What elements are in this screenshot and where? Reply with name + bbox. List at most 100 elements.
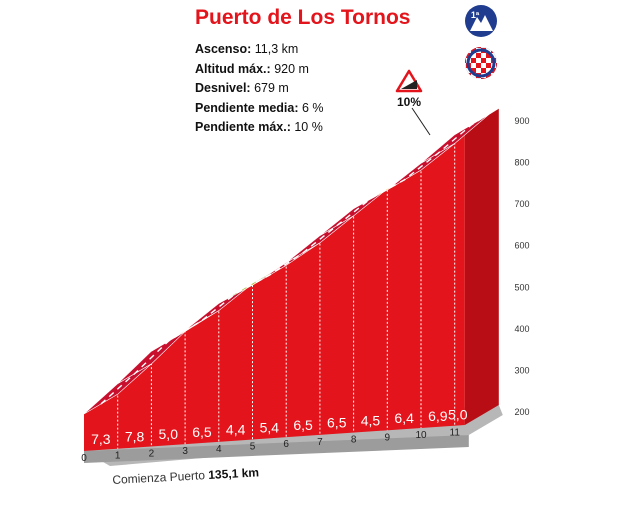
profile-end-cap bbox=[464, 108, 499, 426]
checker-square bbox=[496, 48, 497, 53]
checker-square bbox=[481, 68, 486, 73]
x-tick-label: 0 bbox=[81, 453, 87, 464]
profile-ridge bbox=[83, 108, 499, 415]
stat-max-gradient: Pendiente máx.: 10 % bbox=[195, 118, 324, 138]
checker-square bbox=[496, 68, 497, 73]
checker-square bbox=[486, 47, 491, 48]
climb-title: Puerto de Los Tornos bbox=[195, 6, 411, 29]
checker-square bbox=[491, 53, 496, 58]
stat-elevation-gain: Desnivel: 679 m bbox=[195, 79, 324, 99]
profile-area bbox=[84, 108, 499, 451]
checker-square bbox=[486, 63, 491, 68]
segment-top bbox=[454, 108, 499, 135]
warning-label: 10% bbox=[397, 95, 421, 109]
x-tick-label: 3 bbox=[182, 446, 188, 457]
stat-label: Desnivel: bbox=[195, 81, 251, 95]
ridge-centre-line bbox=[100, 117, 483, 405]
checker-square bbox=[465, 73, 466, 78]
checker-square bbox=[466, 53, 471, 58]
stat-value: 6 % bbox=[301, 100, 324, 115]
base-front bbox=[84, 435, 469, 463]
checker-square bbox=[466, 78, 471, 79]
stat-value: 920 m bbox=[274, 61, 309, 76]
gradient-label: 6,5 bbox=[192, 424, 212, 440]
checker-square bbox=[486, 78, 491, 79]
y-axis: 200 300 400 500 600 700 800 900 bbox=[514, 116, 529, 417]
checker-square bbox=[496, 63, 497, 68]
checker-square bbox=[465, 78, 466, 79]
y-tick-label: 900 bbox=[514, 116, 529, 126]
warning-pointer bbox=[411, 107, 431, 136]
x-tick-label: 7 bbox=[317, 437, 323, 448]
checker-square bbox=[496, 53, 497, 58]
checker-square bbox=[481, 53, 486, 58]
profile-wall bbox=[84, 128, 465, 451]
y-tick-label: 300 bbox=[514, 365, 529, 375]
y-tick-label: 600 bbox=[514, 241, 529, 251]
checker-square bbox=[476, 47, 481, 48]
checker-square bbox=[465, 48, 466, 53]
x-tick-label: 2 bbox=[149, 448, 155, 459]
checker-square bbox=[471, 68, 476, 73]
gradient-label: 6,5 bbox=[327, 415, 347, 431]
y-tick-label: 400 bbox=[514, 324, 529, 334]
mountain-icon: 1ª bbox=[465, 5, 497, 37]
checker-square bbox=[465, 47, 466, 48]
y-tick-label: 800 bbox=[514, 158, 529, 168]
gradient-label: 6,4 bbox=[394, 410, 414, 426]
steep-climb-warning-icon bbox=[395, 69, 423, 93]
checker-square bbox=[465, 68, 466, 73]
stat-ascent: Ascenso: 11,3 km bbox=[195, 40, 324, 60]
climb-stats: Ascenso: 11,3 km Altitud máx.: 920 m Des… bbox=[195, 40, 324, 138]
x-tick-label: 8 bbox=[351, 435, 357, 446]
stat-label: Pendiente media: bbox=[195, 100, 299, 115]
checker-square bbox=[486, 53, 491, 58]
checker-square bbox=[476, 63, 481, 68]
x-tick-label: 6 bbox=[283, 439, 289, 450]
gradient-label: 5,4 bbox=[260, 419, 280, 435]
stat-label: Ascenso: bbox=[195, 42, 252, 56]
checker-square bbox=[466, 73, 471, 78]
checker-square bbox=[466, 48, 471, 53]
gradient-label: 4,5 bbox=[361, 412, 381, 428]
checker-square bbox=[496, 73, 497, 78]
stat-max-altitude: Altitud máx.: 920 m bbox=[195, 60, 324, 80]
x-tick-label: 1 bbox=[115, 451, 121, 462]
checker-square bbox=[496, 58, 497, 63]
gradient-labels: 7,3 7,8 5,0 6,5 4,4 5,4 6,5 6,5 4,5 6,4 6,9 5,0 bbox=[91, 406, 468, 447]
y-tick-label: 700 bbox=[514, 199, 529, 209]
checker-square bbox=[486, 73, 491, 78]
checker-square bbox=[491, 48, 496, 53]
gradient-label: 7,8 bbox=[125, 429, 145, 445]
checker-square bbox=[465, 63, 466, 68]
stat-avg-gradient: Pendiente media: 6 % bbox=[195, 99, 324, 119]
checker-square bbox=[491, 73, 496, 78]
checker-square bbox=[465, 53, 466, 58]
gradient-label: 5,0 bbox=[159, 426, 179, 442]
checker-square bbox=[481, 63, 486, 68]
gradient-label: 5,0 bbox=[448, 406, 468, 422]
checker-square bbox=[481, 58, 486, 63]
checker-square bbox=[465, 58, 466, 63]
checker-square bbox=[481, 47, 486, 48]
checker-square bbox=[481, 78, 486, 79]
checker-square bbox=[491, 47, 496, 48]
stat-label: Altitud máx.: bbox=[195, 61, 271, 76]
checker-square bbox=[476, 78, 481, 79]
checker-square bbox=[476, 58, 481, 63]
checker-square bbox=[471, 53, 476, 58]
stat-label: Pendiente máx.: bbox=[195, 120, 291, 134]
checker-square bbox=[471, 47, 476, 48]
checker-square bbox=[466, 47, 471, 48]
y-tick-label: 500 bbox=[514, 282, 529, 292]
x-tick-label: 10 bbox=[415, 430, 427, 441]
stat-value: 11,3 km bbox=[254, 42, 299, 56]
start-km: 135,1 km bbox=[207, 465, 260, 482]
checker-square bbox=[491, 78, 496, 79]
checker-square bbox=[471, 63, 476, 68]
checker-square bbox=[471, 73, 476, 78]
checker-square bbox=[486, 68, 491, 73]
checker-square bbox=[486, 48, 491, 53]
